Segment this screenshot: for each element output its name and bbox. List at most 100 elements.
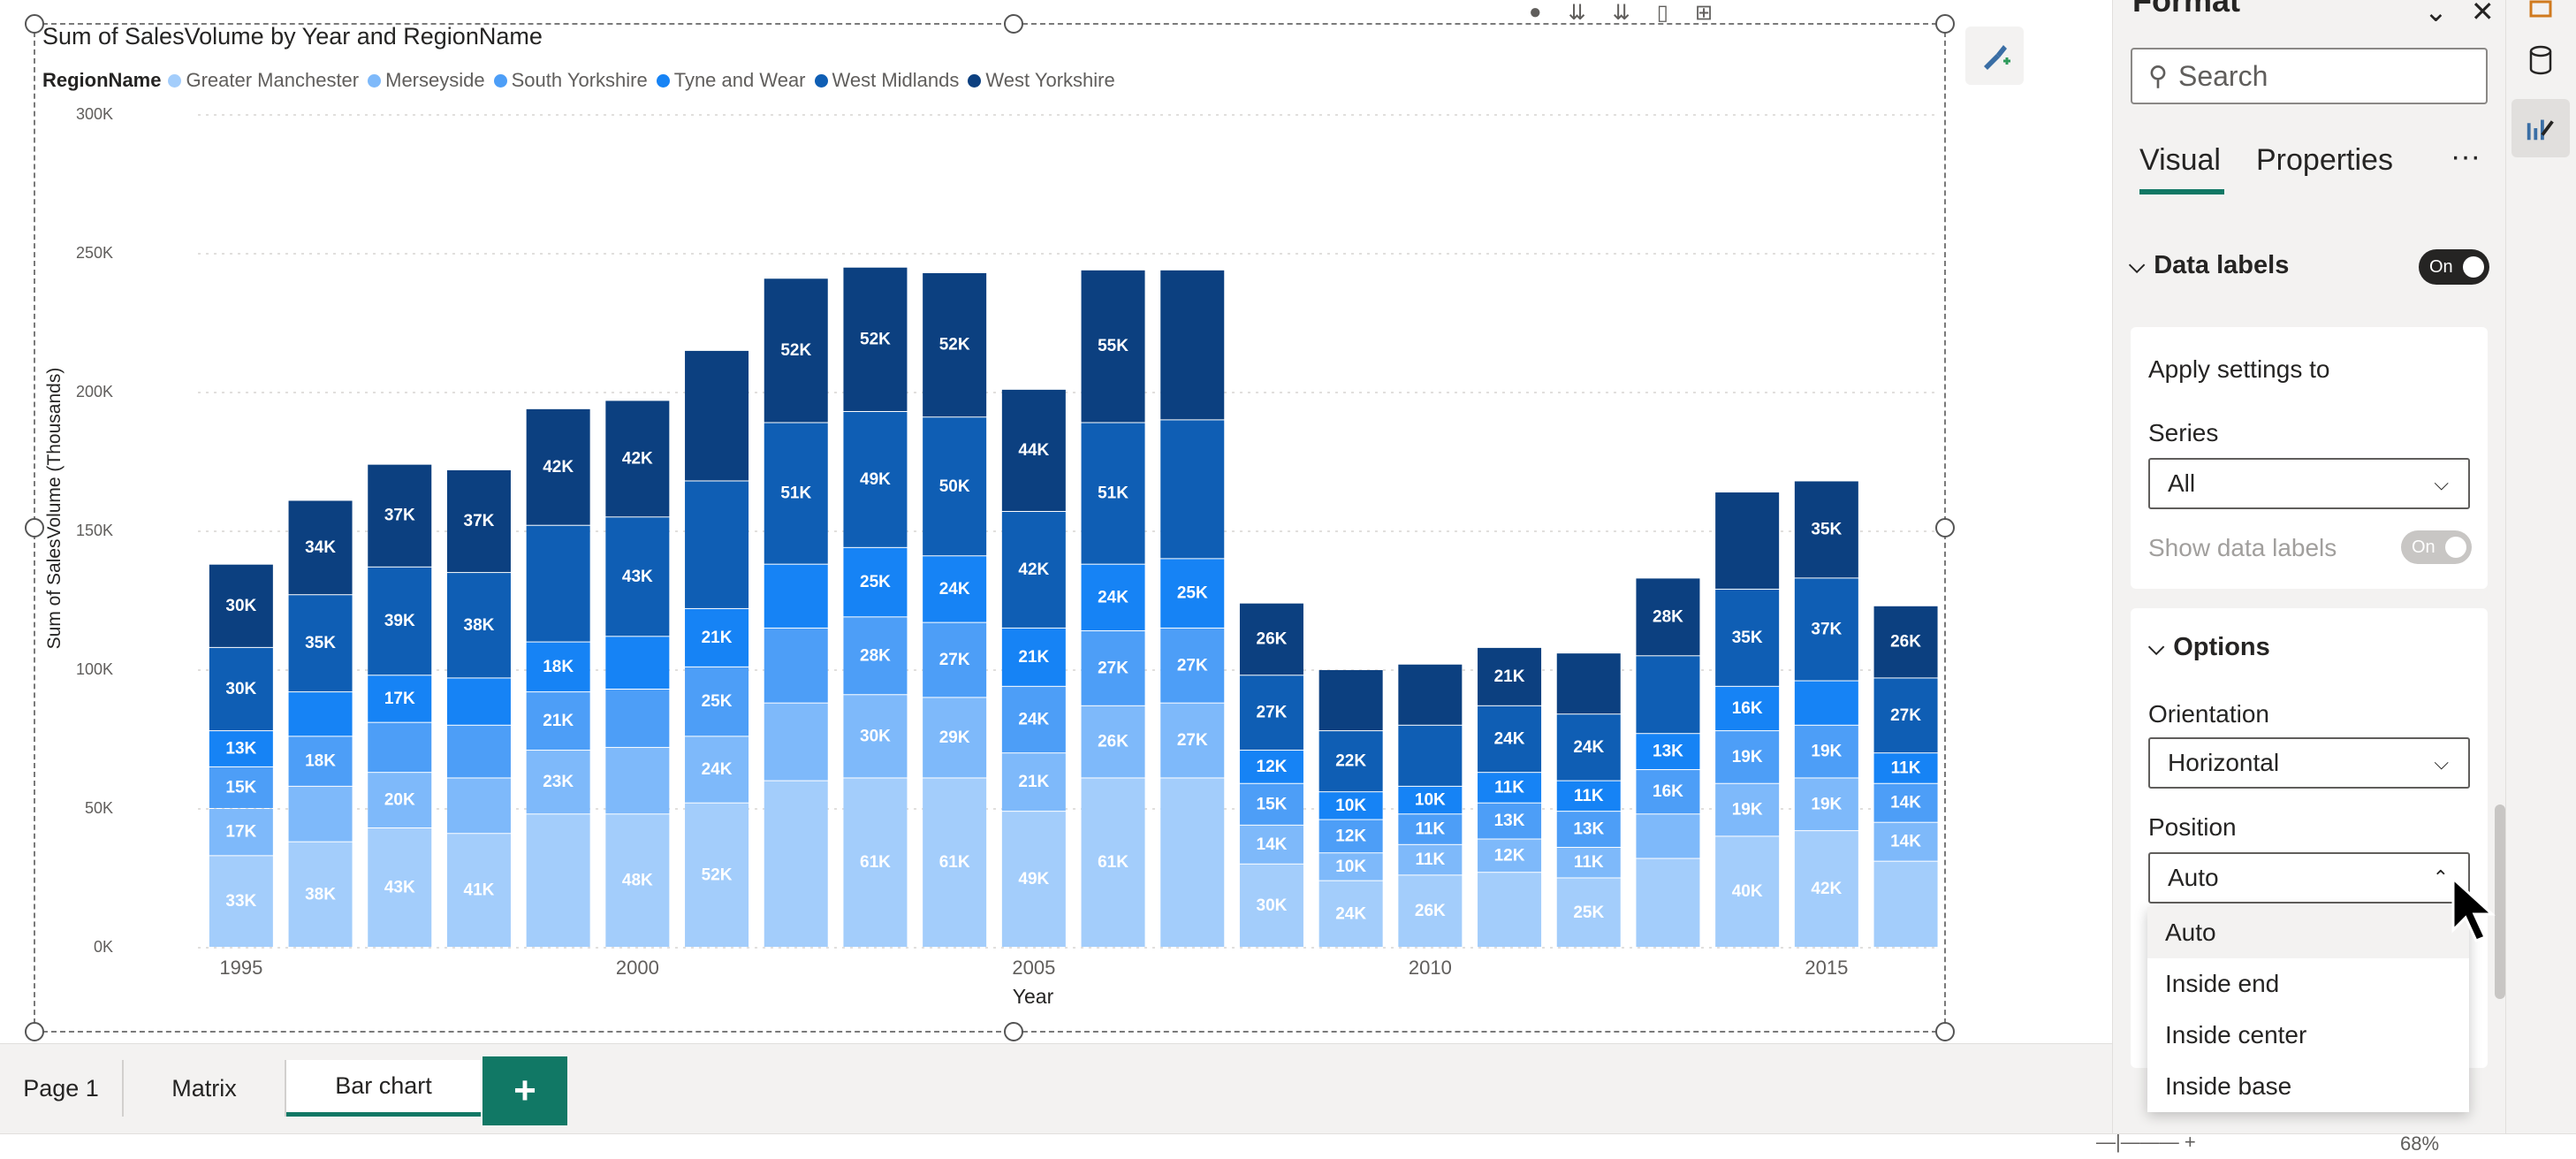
bar-segment[interactable]: [288, 786, 353, 842]
bar-segment[interactable]: [1636, 656, 1700, 734]
bar-segment[interactable]: [288, 595, 353, 692]
bar-segment[interactable]: [288, 692, 353, 736]
bar-segment[interactable]: [1001, 628, 1066, 686]
bar-segment[interactable]: [446, 778, 511, 834]
visual-container[interactable]: [25, 14, 1955, 1041]
bar-segment[interactable]: [1715, 836, 1780, 947]
bar-segment[interactable]: [843, 617, 908, 695]
bar-segment[interactable]: [1398, 725, 1463, 786]
bar-segment[interactable]: [1239, 751, 1303, 783]
bar-segment[interactable]: [1636, 578, 1700, 656]
zoom-level[interactable]: 68%: [2400, 1132, 2440, 1155]
bar-segment[interactable]: [1556, 781, 1621, 812]
bar-segment[interactable]: [1715, 783, 1780, 836]
resize-handle-bottom[interactable]: [1004, 1022, 1023, 1041]
bar-segment[interactable]: [1556, 653, 1621, 714]
bar-segment[interactable]: [1318, 853, 1383, 881]
series-dropdown[interactable]: All ⌵: [2148, 458, 2470, 509]
bar-segment[interactable]: [605, 689, 670, 747]
bar-segment[interactable]: [1081, 705, 1145, 778]
bar-segment[interactable]: [368, 722, 432, 773]
bar-segment[interactable]: [1239, 603, 1303, 675]
bar-segment[interactable]: [526, 408, 590, 525]
bar-segment[interactable]: [685, 803, 749, 947]
pane-scrollbar[interactable]: [2495, 804, 2505, 999]
bar-segment[interactable]: [1001, 812, 1066, 947]
bar-segment[interactable]: [764, 703, 828, 781]
bar-segment[interactable]: [1001, 753, 1066, 812]
bar-segment[interactable]: [209, 856, 273, 947]
bar-segment[interactable]: [446, 834, 511, 947]
search-input[interactable]: ⚲ Search: [2131, 48, 2488, 104]
bar-segment[interactable]: [1556, 812, 1621, 847]
bar-segment[interactable]: [923, 778, 987, 947]
bar-segment[interactable]: [1081, 631, 1145, 705]
bar-segment[interactable]: [1478, 873, 1542, 947]
bar-segment[interactable]: [1160, 420, 1225, 559]
bar-segment[interactable]: [1318, 670, 1383, 731]
bar-segment[interactable]: [1636, 770, 1700, 814]
bar-segment[interactable]: [209, 809, 273, 856]
bar-segment[interactable]: [1794, 578, 1858, 681]
bar-segment[interactable]: [685, 667, 749, 736]
bar-segment[interactable]: [526, 692, 590, 751]
resize-handle-right[interactable]: [1935, 518, 1955, 538]
bar-segment[interactable]: [923, 556, 987, 622]
menu-item-inside-base[interactable]: Inside base: [2165, 1072, 2292, 1100]
bar-segment[interactable]: [1715, 589, 1780, 686]
bar-segment[interactable]: [1318, 731, 1383, 792]
bar-segment[interactable]: [526, 751, 590, 814]
bar-segment[interactable]: [1398, 814, 1463, 844]
bar-segment[interactable]: [1318, 881, 1383, 947]
bar-segment[interactable]: [1239, 825, 1303, 864]
bar-segment[interactable]: [843, 547, 908, 617]
bar-segment[interactable]: [605, 747, 670, 814]
bar-segment[interactable]: [1239, 783, 1303, 825]
tab-page-1[interactable]: Page 1: [0, 1060, 124, 1117]
bar-segment[interactable]: [1081, 778, 1145, 947]
bar-segment[interactable]: [605, 400, 670, 517]
bar-segment[interactable]: [1794, 778, 1858, 831]
bar-segment[interactable]: [764, 564, 828, 628]
tab-bar-chart[interactable]: Bar chart: [286, 1060, 481, 1117]
bar-segment[interactable]: [368, 464, 432, 567]
bar-segment[interactable]: [1873, 606, 1938, 678]
bar-segment[interactable]: [1794, 481, 1858, 578]
bar-segment[interactable]: [1081, 423, 1145, 564]
bar-segment[interactable]: [1398, 844, 1463, 875]
bar-segment[interactable]: [1636, 734, 1700, 770]
options-section-header[interactable]: ⌵ Options: [2148, 633, 2270, 662]
bar-segment[interactable]: [1873, 822, 1938, 861]
zoom-slider[interactable]: —|——— +: [2096, 1131, 2196, 1153]
menu-item-inside-center[interactable]: Inside center: [2165, 1021, 2307, 1048]
bar-segment[interactable]: [209, 647, 273, 731]
resize-handle-bottom-right[interactable]: [1935, 1022, 1955, 1041]
format-icon[interactable]: [2511, 99, 2570, 157]
bar-segment[interactable]: [288, 842, 353, 947]
close-icon[interactable]: ✕: [2470, 0, 2495, 27]
tab-visual[interactable]: Visual: [2139, 143, 2221, 177]
bar-segment[interactable]: [1794, 725, 1858, 778]
bar-segment[interactable]: [1318, 792, 1383, 820]
bar-segment[interactable]: [526, 525, 590, 642]
bar-segment[interactable]: [605, 814, 670, 947]
bar-segment[interactable]: [843, 267, 908, 411]
bar-segment[interactable]: [446, 469, 511, 573]
bar-segment[interactable]: [605, 517, 670, 637]
bar-segment[interactable]: [1478, 705, 1542, 773]
bar-segment[interactable]: [1556, 714, 1621, 781]
bar-chart[interactable]: 0K 50K 100K 150K 200K 250K 300K 33K 17K 15K 13K 30K…: [0, 0, 2112, 1043]
bar-segment[interactable]: [764, 781, 828, 947]
bar-segment[interactable]: [368, 827, 432, 947]
bar-segment[interactable]: [1160, 270, 1225, 420]
bar-segment[interactable]: [526, 814, 590, 947]
bar-segment[interactable]: [1239, 675, 1303, 751]
bar-segment[interactable]: [843, 411, 908, 547]
bar-segment[interactable]: [209, 564, 273, 647]
menu-item-inside-end[interactable]: Inside end: [2165, 970, 2280, 997]
bar-segment[interactable]: [1873, 783, 1938, 822]
add-page-button[interactable]: +: [483, 1056, 567, 1125]
pin-icon[interactable]: ▯: [1656, 1, 1668, 25]
bar-segment[interactable]: [923, 417, 987, 556]
bar-segment[interactable]: [605, 637, 670, 689]
